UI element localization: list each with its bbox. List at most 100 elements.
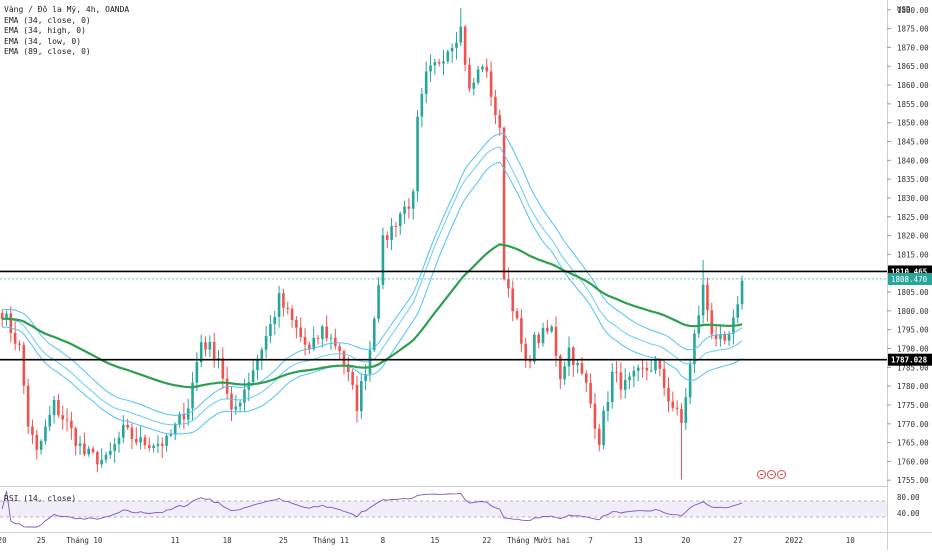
candle-body [13, 333, 17, 344]
candle-body [727, 333, 731, 341]
candle-body [182, 414, 186, 420]
candle-body [416, 116, 419, 192]
candle-body [247, 382, 251, 390]
candle-body [429, 65, 432, 72]
candle-body [96, 452, 99, 465]
candle-body [31, 426, 34, 435]
candle-body [645, 367, 649, 371]
price-tick-label: 1790.00 [897, 345, 929, 354]
candle-body [507, 279, 510, 289]
candle-body [65, 419, 69, 421]
candle-body [615, 371, 618, 373]
candle-body [706, 284, 709, 311]
candle-body [680, 408, 683, 423]
candle-body [494, 96, 497, 116]
price-tick-label: 1775.00 [897, 401, 929, 410]
candle-body [143, 437, 147, 446]
time-axis-label: Tháng 10 [66, 536, 103, 545]
ema-34-high-line [2, 132, 743, 416]
candle-body [61, 415, 65, 420]
level-price-label: 1787.028 [891, 356, 928, 365]
candle-body [134, 438, 138, 443]
candle-body [277, 293, 281, 317]
candle-body [0, 313, 4, 319]
candle-body [130, 427, 134, 439]
candle-body [39, 440, 43, 450]
candle-body [74, 428, 78, 446]
candle-body [104, 454, 108, 460]
time-axis-label: Tháng Mười hai [507, 536, 570, 545]
candle-body [191, 382, 194, 409]
indicator-label-ema-34-low[interactable]: EMA (34, low, 0) [4, 36, 82, 46]
candle-body [468, 64, 471, 89]
time-axis-label: 13 [634, 536, 643, 545]
indicator-label-ema-34-close[interactable]: EMA (34, close, 0) [4, 15, 91, 25]
alert-circle-icon[interactable] [777, 470, 786, 479]
candle-body [537, 334, 540, 344]
candle-body [329, 337, 333, 339]
candle-body [199, 342, 203, 363]
candle-body [740, 280, 744, 305]
candle-body [546, 327, 549, 332]
candle-body [524, 343, 528, 361]
candle-body [390, 225, 393, 241]
price-tick-label: 1850.00 [897, 119, 929, 128]
candle-body [658, 359, 662, 369]
candle-body [442, 61, 445, 64]
candle-body [290, 308, 294, 321]
rsi-indicator-label[interactable]: RSI (14, close) [4, 494, 77, 503]
candle-body [208, 342, 212, 350]
candle-body [476, 69, 480, 83]
indicator-label-ema-89-close[interactable]: EMA (89, close, 0) [4, 47, 91, 56]
candle-body [230, 393, 233, 410]
time-axis-label: 18 [223, 536, 233, 545]
candle-body [675, 407, 679, 409]
candle-body [282, 293, 285, 308]
time-axis-label: 25 [279, 536, 288, 545]
indicator-label-ema-34-high[interactable]: EMA (34, high, 0) [4, 26, 86, 35]
candle-body [572, 347, 575, 365]
candle-body [719, 334, 722, 339]
candle-body [359, 381, 363, 412]
candle-body [139, 437, 142, 443]
alert-circle-icon[interactable] [757, 470, 766, 479]
candle-body [260, 349, 264, 359]
time-axis-label: 11 [171, 536, 180, 545]
candle-body [580, 363, 584, 374]
candle-body [632, 370, 636, 377]
candle-body [684, 397, 688, 423]
candle-body [563, 366, 566, 380]
candle-body [554, 326, 558, 356]
candle-body [654, 359, 657, 371]
candle-body [321, 326, 324, 339]
candle-body [52, 399, 56, 416]
time-axis-label: 8 [381, 536, 386, 545]
candle-body [381, 235, 385, 285]
candle-body [714, 334, 718, 339]
candle-body [541, 327, 545, 344]
rsi-tick-label: 40.00 [897, 509, 920, 518]
candle-body [623, 380, 627, 390]
candle-body [520, 318, 523, 344]
time-axis-label: 7 [588, 536, 593, 545]
price-tick-label: 1785.00 [897, 363, 929, 372]
candle-body [697, 315, 701, 334]
candle-body [303, 336, 307, 345]
candle-body [411, 191, 415, 209]
candle-body [398, 213, 402, 227]
candle-body [238, 402, 242, 407]
alert-circle-icon[interactable] [767, 470, 776, 479]
candle-body [273, 316, 277, 325]
candle-body [217, 358, 220, 360]
price-tick-label: 1855.00 [897, 100, 929, 109]
price-tick-label: 1820.00 [897, 232, 929, 241]
candle-body [511, 288, 515, 312]
time-axis-label: 15 [430, 536, 439, 545]
price-tick-label: 1755.00 [897, 476, 929, 485]
candle-body [173, 423, 177, 435]
candle-body [195, 362, 199, 383]
ema-34-low-line [2, 161, 743, 435]
time-axis-label: 27 [733, 536, 742, 545]
